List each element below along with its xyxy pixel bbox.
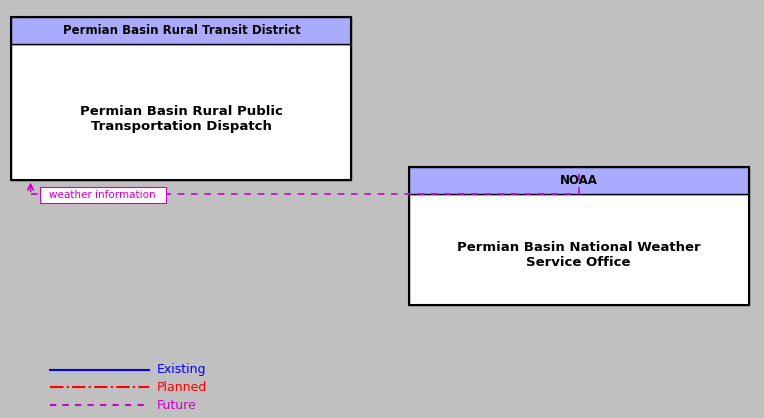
Bar: [409, 194, 749, 305]
Bar: [11, 44, 351, 180]
Text: Planned: Planned: [157, 381, 207, 394]
Text: Existing: Existing: [157, 363, 206, 377]
Bar: [11, 17, 351, 180]
Bar: [40, 187, 166, 203]
Bar: [409, 167, 749, 305]
Text: NOAA: NOAA: [560, 174, 597, 187]
Text: Permian Basin National Weather
Service Office: Permian Basin National Weather Service O…: [457, 241, 701, 269]
Text: Permian Basin Rural Transit District: Permian Basin Rural Transit District: [63, 24, 300, 37]
Bar: [11, 17, 351, 44]
Text: Future: Future: [157, 398, 196, 412]
Text: weather information: weather information: [50, 190, 156, 200]
Bar: [409, 167, 749, 194]
Text: Permian Basin Rural Public
Transportation Dispatch: Permian Basin Rural Public Transportatio…: [80, 104, 283, 133]
